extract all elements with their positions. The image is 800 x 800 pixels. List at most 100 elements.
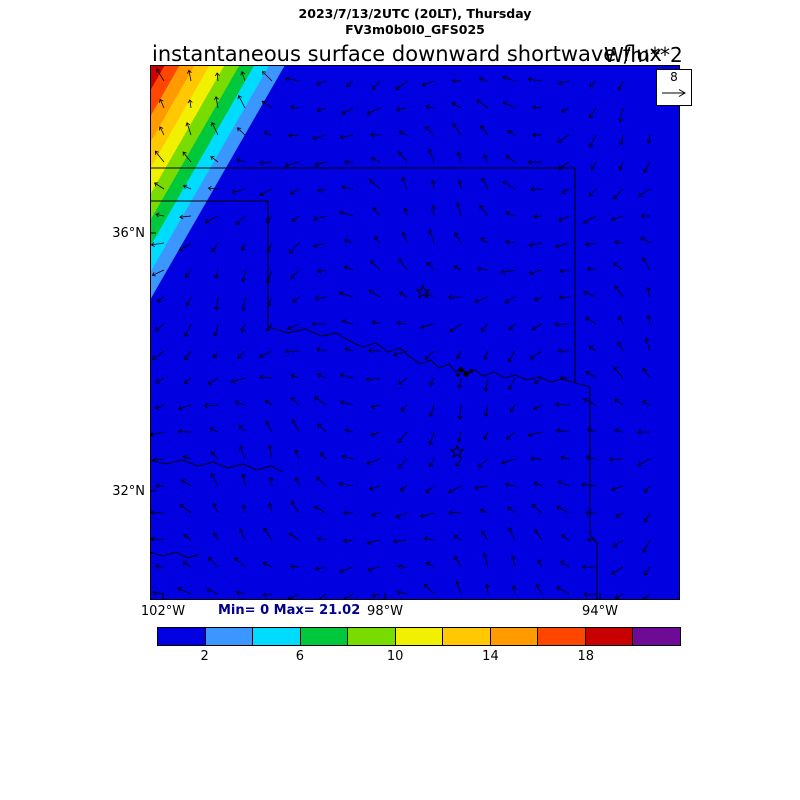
wind-arrow-icon — [428, 458, 435, 467]
wind-arrow-icon — [211, 451, 219, 460]
wind-arrow-icon — [316, 476, 327, 487]
colorbar — [157, 627, 681, 646]
wind-arrow-icon — [343, 238, 354, 244]
wind-arrow-icon — [481, 530, 489, 541]
wind-arrow-icon — [483, 431, 489, 440]
wind-reference-value: 8 — [670, 70, 678, 84]
wind-arrow-icon — [213, 350, 219, 359]
wind-arrow-icon — [241, 504, 247, 514]
wind-arrow-icon — [561, 188, 570, 194]
wind-arrow-icon — [421, 80, 435, 87]
wind-arrow-icon — [557, 348, 570, 354]
wind-arrow-icon — [365, 377, 381, 382]
colorbar-tick-label: 6 — [295, 649, 305, 664]
wind-arrow-icon — [371, 593, 381, 598]
wind-arrow-icon — [425, 104, 435, 110]
colorbar-segment — [585, 628, 634, 645]
wind-arrow-icon — [159, 98, 165, 109]
wind-arrow-icon — [401, 231, 408, 244]
wind-arrow-icon — [393, 350, 408, 357]
wind-arrow-icon — [611, 566, 624, 575]
colorbar-segment — [633, 628, 681, 645]
wind-arrow-icon — [366, 107, 381, 115]
wind-arrow-icon — [152, 350, 165, 360]
wind-arrow-icon — [451, 78, 462, 84]
wind-arrow-icon — [611, 485, 624, 492]
wind-arrow-icon — [207, 185, 219, 191]
wind-arrow-icon — [585, 455, 597, 460]
wind-arrow-icon — [558, 215, 570, 222]
wind-arrow-icon — [291, 419, 300, 433]
wind-arrow-icon — [236, 158, 246, 163]
wind-arrow-icon — [501, 458, 516, 465]
wind-arrow-icon — [480, 237, 489, 244]
wind-arrow-icon — [259, 160, 273, 166]
wind-arrow-icon — [557, 80, 570, 86]
wind-arrow-icon — [400, 404, 408, 412]
wind-arrow-icon — [561, 107, 570, 113]
wind-arrow-icon — [262, 71, 273, 82]
wind-arrow-icon — [533, 481, 543, 487]
wind-arrow-icon — [392, 539, 408, 544]
wind-arrow-icon — [316, 107, 327, 113]
city-dot — [458, 367, 464, 373]
wind-arrow-icon — [557, 134, 570, 143]
colorbar-segment — [443, 628, 491, 645]
wind-arrow-icon — [420, 323, 435, 329]
wind-arrow-icon — [187, 69, 192, 82]
wind-arrow-icon — [533, 214, 543, 219]
wind-arrow-icon — [317, 536, 327, 542]
wind-arrow-icon — [474, 485, 489, 490]
wind-arrow-icon — [396, 320, 408, 326]
wind-arrow-icon — [179, 214, 192, 220]
wind-arrow-icon — [399, 485, 408, 492]
colorbar-tick-label: 18 — [577, 649, 594, 664]
wind-arrow-icon — [614, 398, 624, 406]
wind-arrow-icon — [185, 269, 192, 278]
wind-arrow-icon — [210, 156, 219, 163]
wind-arrow-icon — [532, 404, 543, 411]
wind-arrow-icon — [556, 586, 570, 595]
wind-arrow-icon — [214, 96, 219, 109]
wind-arrow-icon — [259, 350, 273, 358]
wind-arrow-icon — [560, 561, 570, 568]
wind-arrow-icon — [429, 377, 435, 386]
wind-arrow-icon — [266, 296, 273, 307]
wind-arrow-icon — [339, 291, 354, 298]
wind-arrow-icon — [158, 126, 165, 136]
wind-arrow-icon — [266, 323, 273, 332]
wind-arrow-icon — [642, 257, 651, 271]
wind-arrow-icon — [483, 377, 489, 393]
wind-arrow-icon — [559, 268, 570, 274]
wind-arrow-icon — [368, 289, 381, 298]
star-marker-icon — [415, 284, 431, 299]
wind-arrow-icon — [403, 207, 408, 217]
wind-arrow-icon — [429, 404, 435, 418]
wind-arrow-icon — [214, 72, 220, 82]
wind-arrow-icon — [214, 296, 219, 311]
wind-arrow-icon — [155, 212, 165, 218]
wind-arrow-icon — [556, 428, 570, 433]
wind-arrow-icon — [314, 295, 327, 301]
wind-arrow-icon — [156, 296, 165, 303]
model-name: FV3m0b0I0_GFS025 — [345, 22, 485, 37]
wind-arrow-icon — [583, 591, 597, 597]
wind-arrow-icon — [237, 95, 246, 109]
wind-arrow-icon — [428, 431, 435, 446]
wind-arrow-icon — [424, 350, 435, 360]
wind-arrow-icon — [312, 134, 327, 141]
wind-arrow-icon — [287, 323, 300, 331]
wind-arrow-icon — [213, 532, 219, 541]
wind-arrow-icon — [182, 184, 192, 190]
wind-arrow-icon — [557, 480, 570, 487]
wind-arrow-icon — [290, 269, 300, 279]
wind-arrow-icon — [209, 427, 219, 433]
wind-arrow-icon — [453, 265, 462, 271]
wind-arrow-icon — [314, 566, 327, 572]
wind-arrow-icon — [291, 215, 300, 223]
wind-arrow-icon — [508, 377, 516, 391]
wind-arrow-icon — [588, 188, 597, 197]
wind-arrow-icon — [560, 455, 570, 461]
wind-arrow-icon — [537, 559, 543, 568]
colorbar-segment — [253, 628, 301, 645]
